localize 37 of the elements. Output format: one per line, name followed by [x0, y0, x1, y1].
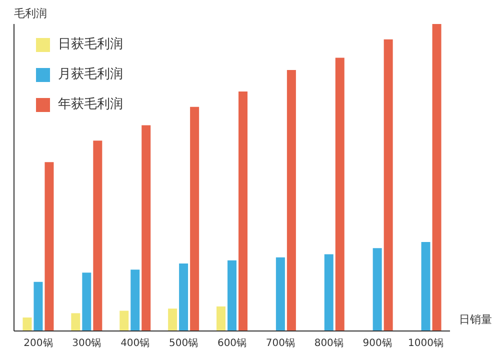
bar — [179, 263, 188, 331]
legend-label: 月获毛利润 — [58, 66, 123, 84]
bar — [34, 282, 43, 331]
x-axis-title: 日销量 — [459, 312, 492, 327]
x-tick-label: 1000锅 — [408, 338, 444, 350]
x-tick-label: 900锅 — [362, 338, 392, 350]
bar — [93, 140, 102, 331]
legend-label: 年获毛利润 — [58, 96, 123, 114]
bar — [324, 254, 334, 331]
bar — [384, 39, 393, 331]
legend-label: 日获毛利润 — [58, 36, 123, 54]
x-tick-label: 700锅 — [266, 338, 295, 350]
bar — [335, 58, 344, 331]
bar — [22, 317, 32, 331]
x-tick-label: 500锅 — [169, 338, 198, 350]
bar — [216, 306, 226, 331]
bar — [130, 270, 140, 331]
bar — [190, 106, 200, 331]
bar — [120, 310, 129, 331]
bar — [44, 162, 54, 331]
bar — [71, 313, 80, 331]
bar — [421, 242, 430, 331]
bar — [82, 272, 92, 331]
bar — [276, 257, 285, 331]
bar — [228, 260, 236, 331]
bar — [432, 24, 442, 331]
x-tick-label: 300锅 — [72, 338, 102, 350]
bar — [168, 308, 178, 331]
x-tick-label: 800锅 — [314, 338, 344, 350]
bar — [372, 248, 382, 331]
bar — [238, 92, 248, 331]
bar — [286, 70, 296, 331]
y-axis-title: 毛利润 — [14, 6, 47, 21]
bar — [142, 125, 151, 331]
x-tick-label: 600锅 — [217, 338, 247, 350]
x-tick-label: 200锅 — [24, 338, 53, 350]
x-tick-label: 400锅 — [120, 338, 150, 350]
